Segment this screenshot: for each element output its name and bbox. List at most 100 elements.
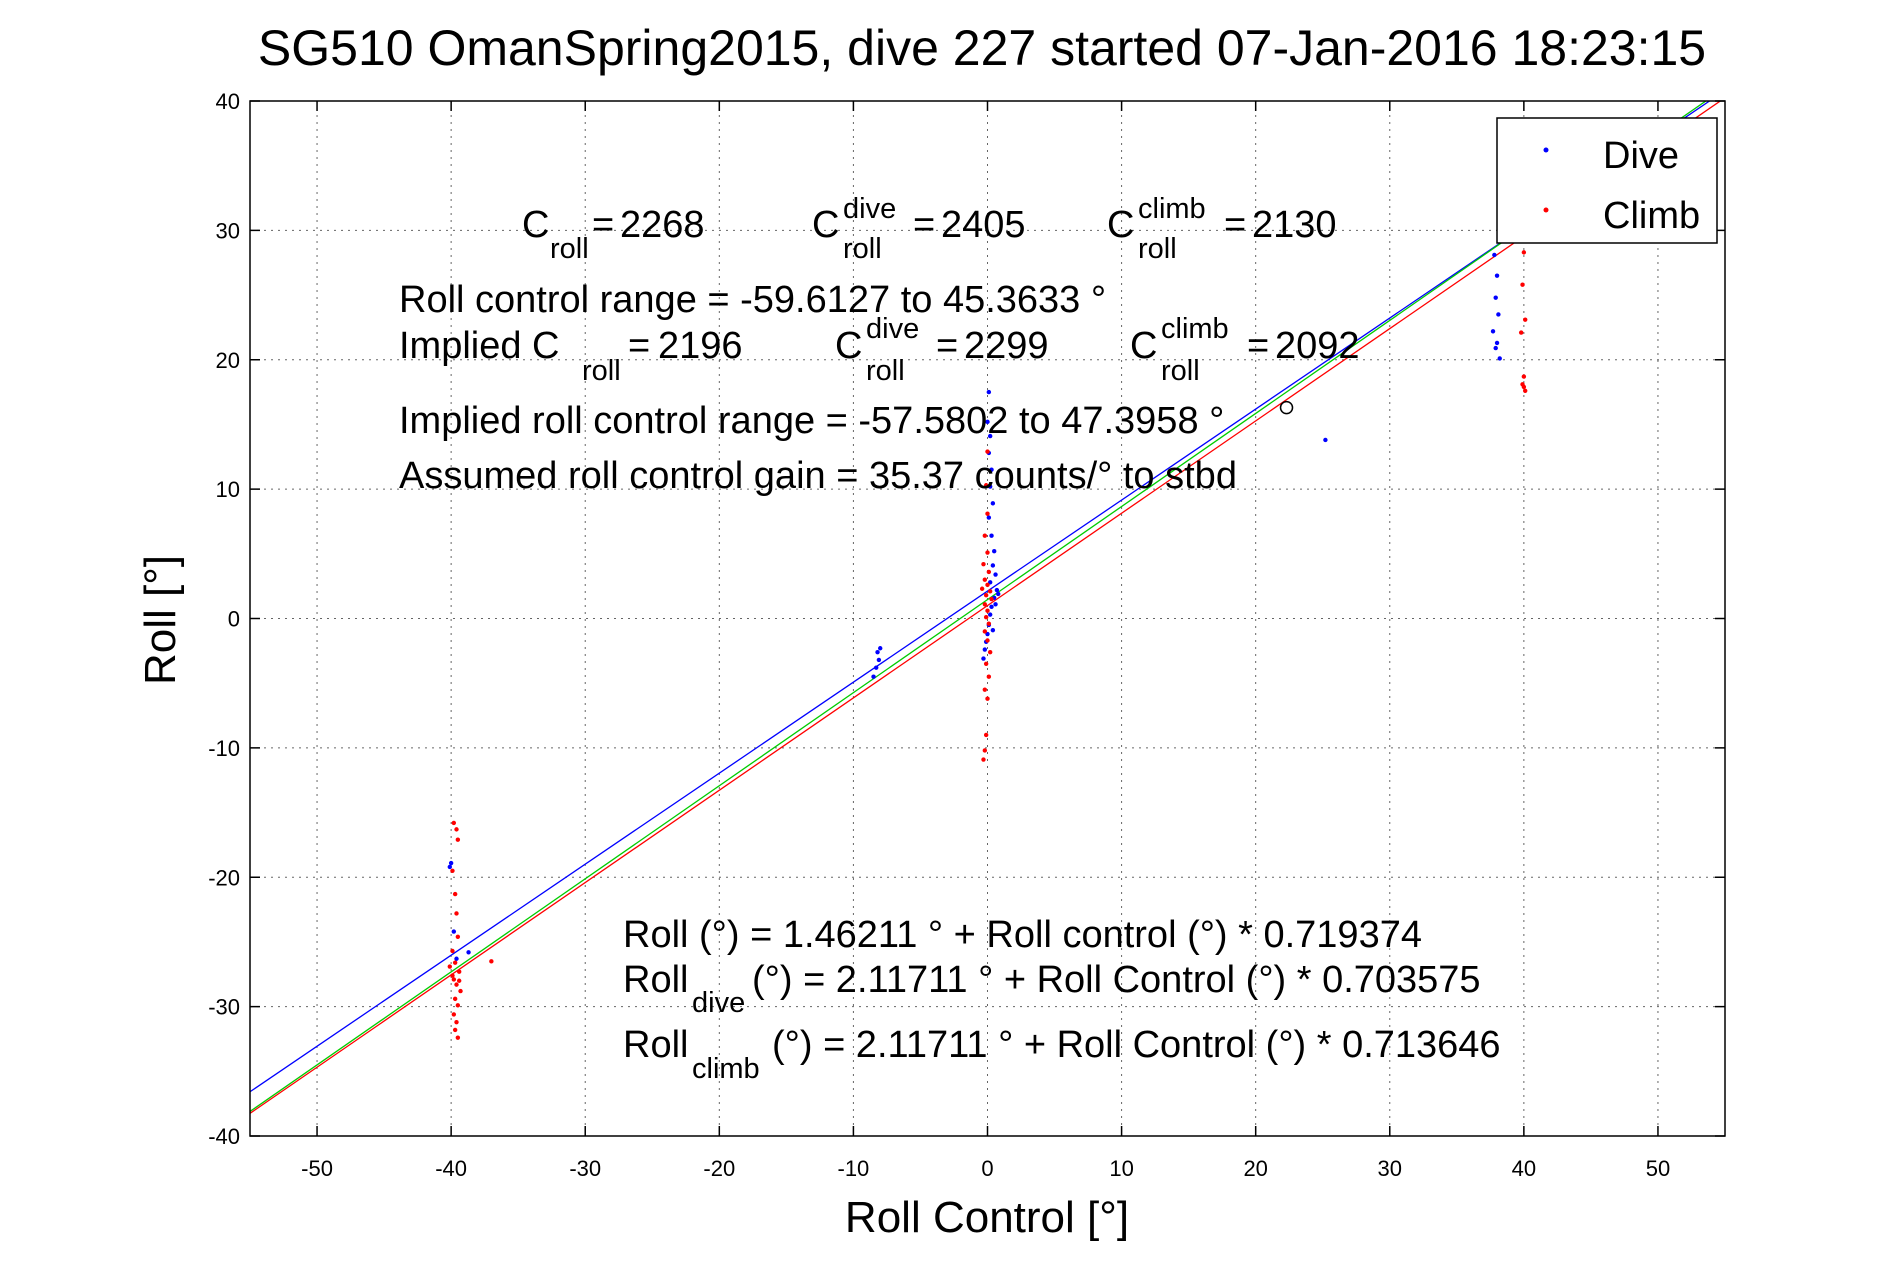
climb-point <box>983 615 989 620</box>
x-axis-label: Roll Control [°] <box>845 1193 1129 1242</box>
x-tick-label: 20 <box>1243 1156 1267 1181</box>
dive-point <box>448 860 454 866</box>
implied-c-roll-dive-value: 2299 <box>964 325 1049 367</box>
dive-point <box>990 563 996 568</box>
reference-marker <box>1279 400 1294 415</box>
dive-point <box>989 533 994 538</box>
dive-fit-equation-rest: (°) = 2.11711 ° + Roll Control (°) * 0.7… <box>752 959 1481 1001</box>
dive-point <box>874 665 879 670</box>
climb-point <box>458 988 463 994</box>
x-tick-label: 10 <box>1109 1156 1133 1181</box>
dive-fit-equation-subscript: dive <box>692 987 745 1019</box>
data-points <box>447 238 1528 1040</box>
c-roll-climb-superscript: climb <box>1138 193 1206 225</box>
dive-point <box>985 419 990 425</box>
climb-point <box>983 483 989 488</box>
y-tick-label: -20 <box>208 865 240 890</box>
climb-point <box>982 687 988 692</box>
roll-control-range: Roll control range = -59.6127 to 45.3633… <box>399 279 1106 321</box>
y-axis-label: Roll [°] <box>136 555 185 685</box>
climb-point <box>452 960 458 965</box>
dive-point <box>1490 329 1496 334</box>
climb-point <box>986 674 992 679</box>
climb-point <box>1520 282 1525 287</box>
x-tick-label: 0 <box>981 1156 993 1181</box>
implied-c-roll-dive-symbol: C <box>835 325 862 367</box>
c-roll-eq: = <box>592 204 614 246</box>
y-tick-label: 30 <box>216 218 240 243</box>
climb-point <box>987 649 993 655</box>
c-roll-value: 2268 <box>620 204 705 246</box>
x-tick-label: -50 <box>301 1156 333 1181</box>
dive-point <box>1492 252 1497 258</box>
climb-point <box>455 1035 461 1040</box>
dive-point <box>466 950 471 955</box>
climb-point <box>1521 250 1527 255</box>
climb-point <box>1523 388 1528 393</box>
x-tick-label: -10 <box>838 1156 870 1181</box>
implied-c-roll-dive-subscript: roll <box>866 355 905 387</box>
c-roll-climb-value: 2130 <box>1252 204 1337 246</box>
implied-c-roll-climb-superscript: climb <box>1161 313 1229 345</box>
c-roll-dive-subscript: roll <box>843 233 882 265</box>
dive-point <box>993 602 998 607</box>
dive-point <box>878 646 883 651</box>
legend-marker-dive <box>1543 147 1549 153</box>
dive-point <box>1323 437 1328 443</box>
overall-fit-line <box>250 101 1707 1112</box>
y-tick-label: 20 <box>216 348 240 373</box>
climb-point <box>451 1012 457 1017</box>
dive-point <box>1497 356 1502 361</box>
implied-c-roll-climb-value: 2092 <box>1275 325 1360 367</box>
annotations: C roll = 2268 C dive roll = 2405 C climb… <box>399 193 1501 1085</box>
climb-point <box>986 621 992 626</box>
dive-point <box>986 515 992 520</box>
c-roll-climb-symbol: C <box>1107 204 1134 246</box>
dive-point <box>454 956 459 961</box>
dive-point <box>981 656 986 661</box>
y-tick-label: -30 <box>208 995 240 1020</box>
legend-label-dive: Dive <box>1603 135 1679 177</box>
climb-point <box>455 837 461 842</box>
chart-title: SG510 OmanSpring2015, dive 227 started 0… <box>258 20 1706 76</box>
implied-c-roll-climb-eq: = <box>1247 325 1269 367</box>
c-roll-climb-eq: = <box>1224 204 1246 246</box>
dive-point <box>1493 295 1498 300</box>
c-roll-climb-subscript: roll <box>1138 233 1177 265</box>
climb-fit-equation-roll: Roll <box>623 1024 688 1066</box>
climb-point <box>451 820 457 826</box>
y-tick-label: -10 <box>208 736 240 761</box>
climb-point <box>451 977 457 982</box>
grid-lines <box>250 100 1725 1137</box>
assumed-roll-control-gain: Assumed roll control gain = 35.37 counts… <box>399 455 1237 497</box>
climb-point <box>985 550 990 555</box>
climb-point <box>981 561 986 567</box>
climb-point <box>450 868 455 873</box>
climb-point <box>983 661 989 666</box>
fit-lines <box>250 101 1722 1114</box>
climb-point <box>985 608 990 613</box>
implied-c-roll-dive-eq: = <box>936 325 958 367</box>
dive-point <box>987 484 993 489</box>
dive-point <box>876 657 882 663</box>
climb-point <box>983 593 989 598</box>
climb-point <box>982 533 988 538</box>
x-tick-label: -20 <box>703 1156 735 1181</box>
dive-point <box>987 433 993 439</box>
climb-point <box>489 959 494 964</box>
climb-point <box>454 982 459 987</box>
x-tick-label: 40 <box>1512 1156 1536 1181</box>
dive-point <box>1496 312 1501 317</box>
dive-fit-line <box>250 101 1711 1093</box>
climb-point <box>450 973 455 978</box>
c-roll-dive-eq: = <box>913 204 935 246</box>
climb-point <box>1521 374 1527 379</box>
climb-point <box>452 996 458 1002</box>
implied-c-roll-label: Implied C <box>399 325 560 367</box>
climb-point <box>1521 384 1527 390</box>
dive-point <box>1494 273 1500 278</box>
climb-point <box>1518 330 1524 335</box>
climb-point <box>456 969 462 974</box>
dive-point <box>871 674 876 679</box>
